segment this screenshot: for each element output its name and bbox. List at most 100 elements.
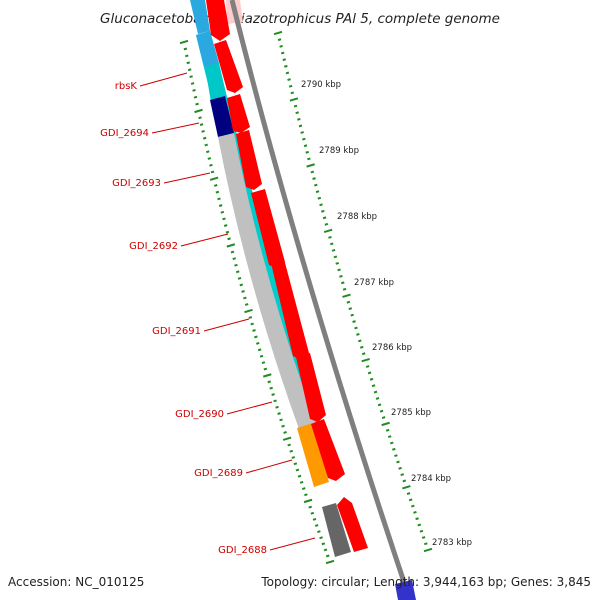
inner-tick-minor bbox=[207, 157, 212, 160]
inner-tick-minor bbox=[187, 68, 192, 72]
inner-tick-minor bbox=[234, 263, 238, 267]
inner-tick-minor bbox=[261, 361, 266, 365]
coordinate-ruler: 2790 kbp 2789 kbp 2788 kbp 2787 kbp 2786… bbox=[273, 30, 472, 553]
inner-tick-minor bbox=[235, 270, 240, 274]
ruler-tick-minor bbox=[352, 320, 356, 323]
gene-arrow-9 bbox=[337, 497, 368, 552]
label-leader-gdi-2692 bbox=[180, 233, 229, 247]
ruler-tick-minor bbox=[340, 281, 345, 285]
ruler-tick-minor bbox=[400, 473, 404, 477]
ruler-tick-minor bbox=[348, 307, 353, 311]
inner-tick-minor bbox=[271, 393, 275, 396]
ruler-tick-minor bbox=[324, 222, 329, 226]
ruler-tick-minor bbox=[367, 371, 372, 375]
ruler-tick-minor bbox=[333, 255, 338, 259]
inner-tick-major bbox=[325, 559, 335, 565]
label-leader-gdi-2694 bbox=[151, 122, 200, 134]
inner-tick-minor bbox=[213, 184, 218, 187]
ruler-tick-minor bbox=[287, 78, 291, 82]
ruler-tick-minor bbox=[285, 71, 290, 75]
cds-feature-gdi-2688 bbox=[322, 503, 351, 557]
ruler-tick-minor bbox=[298, 124, 303, 128]
ruler-tick-minor bbox=[356, 333, 360, 336]
gene-label-gdi-2691: GDI_2691 bbox=[152, 326, 201, 337]
ruler-tick-minor bbox=[295, 111, 299, 115]
ruler-tick-minor bbox=[290, 91, 295, 95]
ruler-tick-minor bbox=[408, 498, 413, 502]
inner-tick-minor bbox=[209, 163, 213, 167]
ruler-tick-minor bbox=[379, 409, 384, 413]
kbp-label-2784: 2784 kbp bbox=[411, 474, 451, 484]
inner-tick-minor bbox=[189, 75, 193, 79]
ruler-tick-minor bbox=[300, 131, 304, 134]
label-leader-rbsk bbox=[139, 72, 188, 87]
inner-tick-minor bbox=[215, 190, 220, 194]
inner-tick-minor bbox=[293, 462, 298, 466]
inner-tick-minor bbox=[241, 290, 245, 293]
map-arcs bbox=[190, 0, 416, 600]
ruler-tick-minor bbox=[302, 137, 306, 141]
ruler-tick-minor bbox=[322, 216, 327, 220]
kbp-label-2790: 2790 kbp bbox=[301, 80, 341, 90]
inner-tick-minor bbox=[201, 129, 205, 133]
ruler-tick-minor bbox=[293, 104, 298, 108]
ruler-ticks bbox=[273, 30, 433, 553]
gene-arrow-1 bbox=[206, 0, 230, 41]
ruler-tick-major bbox=[342, 293, 351, 298]
gene-arrow-8 bbox=[311, 419, 345, 481]
kbp-label-2789: 2789 kbp bbox=[319, 146, 359, 156]
gene-label-gdi-2689: GDI_2689 bbox=[194, 468, 243, 479]
topology-text: Topology: circular; Length: 3,944,163 bp… bbox=[260, 575, 591, 589]
feature-bottom-blue bbox=[395, 580, 416, 600]
ruler-tick-minor bbox=[307, 157, 311, 161]
inner-tick-minor bbox=[289, 449, 294, 453]
ruler-tick-minor bbox=[328, 235, 332, 239]
ruler-tick-minor bbox=[315, 190, 320, 194]
ruler-tick-minor bbox=[385, 428, 390, 432]
ruler-tick-minor bbox=[279, 44, 283, 48]
ruler-tick-minor bbox=[411, 504, 415, 508]
inner-tick-major bbox=[244, 308, 253, 314]
gene-arrow-4 bbox=[236, 130, 262, 190]
inner-tick-minor bbox=[185, 54, 189, 58]
label-leader-gdi-2689 bbox=[245, 459, 293, 474]
inner-tick-minor bbox=[314, 524, 319, 527]
ruler-tick-minor bbox=[394, 454, 398, 458]
ruler-tick-minor bbox=[375, 397, 380, 400]
inner-tick-minor bbox=[217, 197, 221, 201]
ruler-tick-minor bbox=[282, 58, 287, 62]
map-title: Gluconacetobacter diazotrophicus PAl 5, … bbox=[100, 11, 500, 27]
label-leader-gdi-2693 bbox=[163, 172, 211, 184]
ruler-tick-minor bbox=[389, 441, 394, 445]
ruler-tick-minor bbox=[305, 150, 310, 154]
ruler-tick-minor bbox=[329, 242, 334, 246]
gene-arrow-3 bbox=[227, 94, 250, 133]
inner-tick-minor bbox=[301, 487, 306, 490]
inner-tick-minor bbox=[230, 250, 235, 254]
ruler-tick-minor bbox=[392, 447, 396, 451]
inner-tick-major bbox=[194, 108, 203, 114]
inner-tick-minor bbox=[239, 283, 244, 287]
gene-label-rbsk: rbsK bbox=[115, 81, 138, 92]
ruler-tick-minor bbox=[387, 435, 392, 439]
inner-tick-minor bbox=[220, 210, 225, 214]
ruler-tick-minor bbox=[314, 183, 318, 187]
ruler-tick-minor bbox=[359, 345, 364, 349]
ruler-tick-minor bbox=[346, 300, 351, 304]
inner-tick-major bbox=[262, 373, 272, 378]
ruler-tick-minor bbox=[297, 117, 301, 121]
inner-tick-major bbox=[179, 39, 189, 45]
inner-tick-minor bbox=[192, 88, 196, 92]
ruler-tick-minor bbox=[419, 529, 424, 533]
ruler-tick-minor bbox=[288, 84, 293, 88]
gene-label-gdi-2690: GDI_2690 bbox=[175, 409, 224, 420]
gene-arrow-6 bbox=[271, 259, 309, 360]
ruler-tick-minor bbox=[377, 403, 382, 407]
inner-tick-minor bbox=[202, 136, 207, 140]
ruler-tick-minor bbox=[310, 170, 315, 174]
inner-tick-minor bbox=[227, 237, 231, 241]
inner-tick-minor bbox=[297, 474, 302, 478]
ruler-tick-minor bbox=[342, 287, 347, 291]
ruler-tick-minor bbox=[303, 144, 308, 148]
